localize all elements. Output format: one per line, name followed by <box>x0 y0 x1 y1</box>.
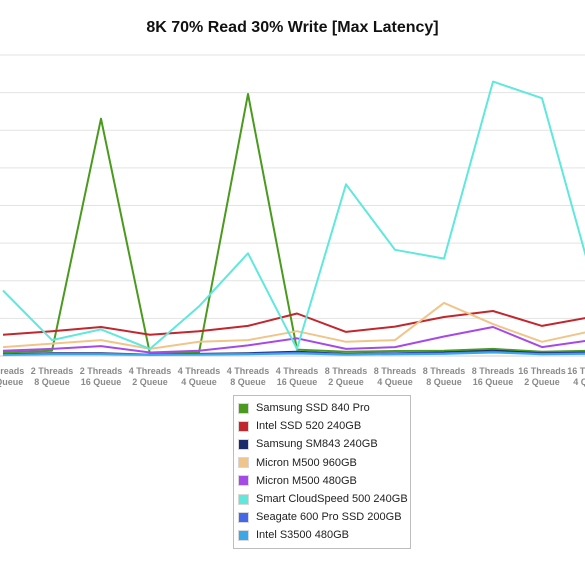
legend: Samsung SSD 840 Pro Intel SSD 520 240GB Sa… <box>233 395 411 549</box>
x-tick-label: 8 Queue <box>230 377 266 387</box>
legend-swatch <box>238 475 249 487</box>
x-tick-label: 16 Queue <box>473 377 514 387</box>
x-tick-label: 4 Threads <box>178 366 221 376</box>
legend-item: Samsung SSD 840 Pro <box>238 399 410 417</box>
x-tick-label: 16 Queue <box>277 377 318 387</box>
legend-label: Intel S3500 480GB <box>256 529 349 542</box>
legend-label: Micron M500 960GB <box>256 456 357 469</box>
legend-label: Smart CloudSpeed 500 240GB <box>256 493 408 506</box>
legend-swatch <box>238 529 249 541</box>
legend-item: Micron M500 960GB <box>238 454 410 472</box>
legend-item: Micron M500 480GB <box>238 472 410 490</box>
x-tick-label: 16 Queue <box>81 377 122 387</box>
legend-item: Intel SSD 520 240GB <box>238 417 410 435</box>
legend-swatch <box>238 438 249 450</box>
x-tick-label: 4 Threads <box>129 366 172 376</box>
x-tick-label: 16 Queue <box>0 377 23 387</box>
legend-label: Micron M500 480GB <box>256 474 357 487</box>
legend-label: Intel SSD 520 240GB <box>256 420 362 433</box>
series-line <box>2 326 585 354</box>
x-tick-label: 2 Threads <box>31 366 74 376</box>
x-tick-label: 8 Threads <box>423 366 466 376</box>
chart-title: 8K 70% Read 30% Write [Max Latency] <box>146 19 439 36</box>
legend-label: Samsung SSD 840 Pro <box>256 402 370 415</box>
x-tick-label: 16 Threads <box>518 366 566 376</box>
x-tick-label: 8 Threads <box>325 366 368 376</box>
series-lines <box>2 80 585 356</box>
legend-label: Samsung SM843 240GB <box>256 438 378 451</box>
x-tick-label: 16 Threads <box>567 366 585 376</box>
x-tick-label: 4 Queue <box>181 377 217 387</box>
legend-item: Intel S3500 480GB <box>238 526 410 544</box>
series-line <box>2 310 585 336</box>
legend-item: Smart CloudSpeed 500 240GB <box>238 490 410 508</box>
x-tick-label: 2 Queue <box>132 377 168 387</box>
legend-swatch <box>238 493 249 505</box>
x-tick-label: 4 Threads <box>276 366 319 376</box>
x-tick-label: 4 Queue <box>573 377 585 387</box>
legend-item: Seagate 600 Pro SSD 200GB <box>238 508 410 526</box>
x-tick-label: 8 Threads <box>374 366 417 376</box>
legend-item: Samsung SM843 240GB <box>238 435 410 453</box>
x-tick-label: 8 Queue <box>426 377 462 387</box>
x-tick-label: 2 Queue <box>328 377 364 387</box>
x-tick-label: 2 Threads <box>80 366 123 376</box>
x-tick-label: 8 Threads <box>472 366 515 376</box>
legend-label: Seagate 600 Pro SSD 200GB <box>256 511 402 524</box>
x-tick-label: 4 Queue <box>377 377 413 387</box>
legend-swatch <box>238 402 249 414</box>
legend-swatch <box>238 457 249 469</box>
grid-lines <box>0 54 585 357</box>
series-line <box>2 301 585 350</box>
legend-swatch <box>238 511 249 523</box>
legend-swatch <box>238 420 249 432</box>
x-tick-label: 4 Threads <box>227 366 270 376</box>
series-line <box>2 80 585 350</box>
x-tick-label: 1 Threads <box>0 366 24 376</box>
x-tick-label: 8 Queue <box>34 377 70 387</box>
x-tick-label: 2 Queue <box>524 377 560 387</box>
series-line <box>2 351 585 356</box>
